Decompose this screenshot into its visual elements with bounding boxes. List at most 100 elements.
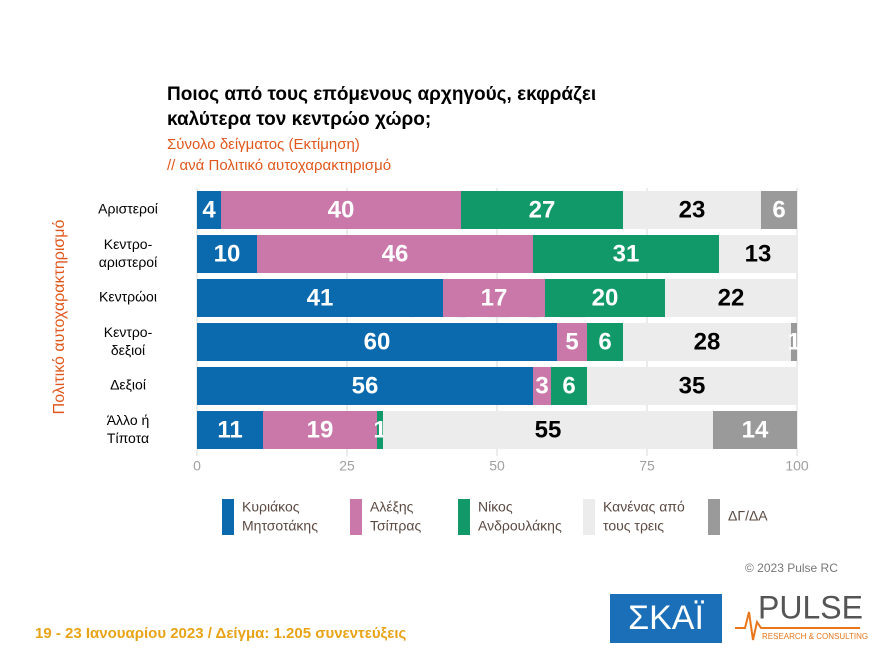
bar-segment — [587, 367, 797, 405]
data-label: 10 — [214, 240, 241, 267]
bar-segment — [377, 411, 383, 449]
legend-label: Κυριάκος Μητσοτάκης — [242, 498, 318, 533]
bar-segment — [557, 323, 587, 361]
data-label: 6 — [598, 328, 611, 355]
legend-label: Νίκος Ανδρουλάκης — [478, 498, 562, 533]
legend-swatch — [583, 499, 595, 535]
chart-subtitle: Σύνολο δείγματος (Εκτίμηση) — [167, 136, 360, 153]
text-line: Τσίπρας — [370, 517, 421, 533]
data-label: 35 — [679, 372, 706, 399]
bar-segment — [197, 235, 257, 273]
bar-segment — [197, 191, 221, 229]
x-tick-label: 25 — [339, 458, 355, 474]
x-tick-label: 0 — [193, 458, 201, 474]
data-label: 17 — [481, 284, 508, 311]
skai-logo: ΣΚΑΪ — [628, 599, 704, 637]
bar-segment — [665, 279, 797, 317]
data-label: 1 — [787, 328, 800, 355]
legend-label: ΔΓ/ΔΑ — [728, 508, 768, 524]
y-axis-label: Πολιτικό αυτοχαρακτηρισμό — [51, 220, 68, 415]
data-label: 27 — [529, 196, 556, 223]
text-line: Αλέξης — [370, 498, 414, 514]
bar-segment — [443, 279, 545, 317]
data-label: 14 — [742, 416, 769, 443]
text-line: τους τρεις — [603, 517, 664, 533]
data-label: 19 — [307, 416, 334, 443]
x-tick-label: 50 — [489, 458, 505, 474]
data-label: 46 — [382, 240, 409, 267]
text-line: Κυριάκος — [242, 498, 300, 514]
bar-segment — [197, 367, 533, 405]
footer: 19 - 23 Ιανουαρίου 2023 / Δείγμα: 1.205 … — [35, 625, 407, 642]
bar-segment — [263, 411, 377, 449]
skai-logo-box — [610, 594, 722, 643]
data-label: 11 — [217, 416, 242, 443]
data-label: 40 — [328, 196, 355, 223]
text-line: δεξιοί — [111, 342, 145, 358]
text-line: αριστεροί — [99, 254, 157, 270]
chart-subtitle: // ανά Πολιτικό αυτοχαρακτηρισμό — [167, 157, 391, 174]
text-line: Κεντρο- — [104, 324, 153, 340]
bar-segment — [257, 235, 533, 273]
data-label: 6 — [772, 196, 785, 223]
bar-segment — [587, 323, 623, 361]
text-line: Ποιος από τους επόμενους αρχηγούς, εκφρά… — [167, 84, 596, 105]
bar-segment — [551, 367, 587, 405]
data-label: 31 — [613, 240, 640, 267]
bar-segment — [713, 411, 797, 449]
bar-segment — [533, 367, 551, 405]
bar-segment — [197, 279, 443, 317]
data-label: 28 — [694, 328, 721, 355]
bar-segment — [221, 191, 461, 229]
y-tick-label: Άλλο ή Τίποτα — [107, 412, 150, 446]
data-label: 5 — [565, 328, 578, 355]
data-label: 4 — [202, 196, 216, 223]
text-line: Ανδρουλάκης — [478, 517, 562, 533]
bar-segment — [719, 235, 797, 273]
data-label: 56 — [352, 372, 379, 399]
text-line: Άλλο ή — [107, 412, 150, 428]
bar-segment — [383, 411, 713, 449]
text-line: Νίκος — [478, 498, 513, 514]
x-tick-label: 75 — [639, 458, 655, 474]
pulse-logo-sub: RESEARCH & CONSULTING — [762, 632, 868, 641]
legend-swatch — [350, 499, 362, 535]
bar-segment — [791, 323, 797, 361]
bar-segment — [197, 323, 557, 361]
bar-segment — [197, 411, 263, 449]
legend-swatch — [222, 499, 234, 535]
data-label: 55 — [535, 416, 562, 443]
legend-swatch — [708, 499, 720, 535]
copyright: © 2023 Pulse RC — [745, 561, 838, 575]
legend-label: Κανένας από τους τρεις — [603, 498, 685, 533]
pulse-logo: PULSE — [758, 589, 863, 625]
text-line: Μητσοτάκης — [242, 517, 318, 533]
data-label: 6 — [562, 372, 575, 399]
bar-segment — [761, 191, 797, 229]
bar-segment — [623, 191, 761, 229]
data-label: 20 — [592, 284, 619, 311]
pulse-logo-line — [735, 611, 860, 641]
data-label: 41 — [307, 284, 334, 311]
y-tick-label: Δεξιοί — [110, 377, 146, 393]
text-line: καλύτερα τον κεντρώο χώρο; — [167, 109, 431, 130]
data-label: 23 — [679, 196, 706, 223]
text-line: Τίποτα — [107, 430, 149, 446]
data-label: 60 — [364, 328, 391, 355]
x-tick-label: 100 — [785, 458, 809, 474]
data-label: 22 — [718, 284, 745, 311]
data-label: 3 — [535, 372, 548, 399]
data-label: 13 — [745, 240, 772, 267]
bar-segment — [533, 235, 719, 273]
legend-label: Αλέξης Τσίπρας — [370, 498, 421, 533]
text-line: Κανένας από — [603, 498, 685, 514]
legend-swatch — [458, 499, 470, 535]
y-tick-label: Κεντρώοι — [99, 289, 157, 305]
chart-title: Ποιος από τους επόμενους αρχηγούς, εκφρά… — [167, 84, 596, 130]
bar-segment — [545, 279, 665, 317]
y-tick-label: Αριστεροί — [98, 201, 158, 217]
bar-segment — [623, 323, 791, 361]
y-tick-label: Κεντρο-δεξιοί — [104, 324, 153, 358]
